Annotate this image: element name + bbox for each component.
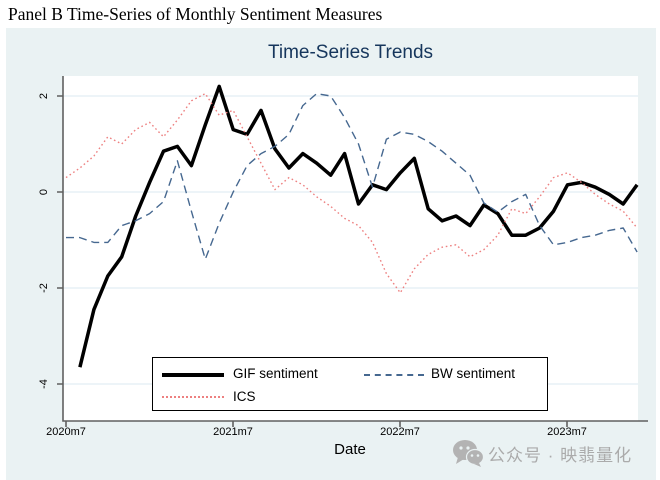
x-axis-title: Date (334, 441, 366, 458)
legend: GIF sentiment BW sentiment ICS (152, 357, 548, 411)
x-tick-label-2022m7: 2022m7 (380, 426, 420, 438)
legend-swatch-ics (162, 396, 224, 398)
watermark-text: 公众号 · 映翡量化 (488, 446, 633, 465)
panel-header: Panel B Time-Series of Monthly Sentiment… (8, 4, 383, 24)
y-tick-label-neg2: -2 (38, 283, 50, 293)
x-tick-label-2020m7: 2020m7 (46, 426, 86, 438)
legend-label-ics: ICS (233, 389, 256, 404)
legend-swatch-bw-sentiment (364, 374, 424, 376)
chart-title: Time-Series Trends (267, 42, 434, 63)
x-tick-label-2021m7: 2021m7 (213, 426, 253, 438)
y-tick-label-0: 0 (38, 188, 50, 196)
y-tick-label-neg4: -4 (38, 379, 50, 389)
y-tick-label-2: 2 (38, 92, 50, 100)
legend-swatch-gif-sentiment (162, 373, 224, 377)
legend-label-gif-sentiment: GIF sentiment (233, 366, 318, 381)
legend-label-bw-sentiment: BW sentiment (431, 366, 516, 381)
watermark: 公众号 · 映翡量化 (452, 438, 652, 468)
wechat-icon (453, 440, 484, 467)
x-tick-label-2023m7: 2023m7 (547, 426, 587, 438)
